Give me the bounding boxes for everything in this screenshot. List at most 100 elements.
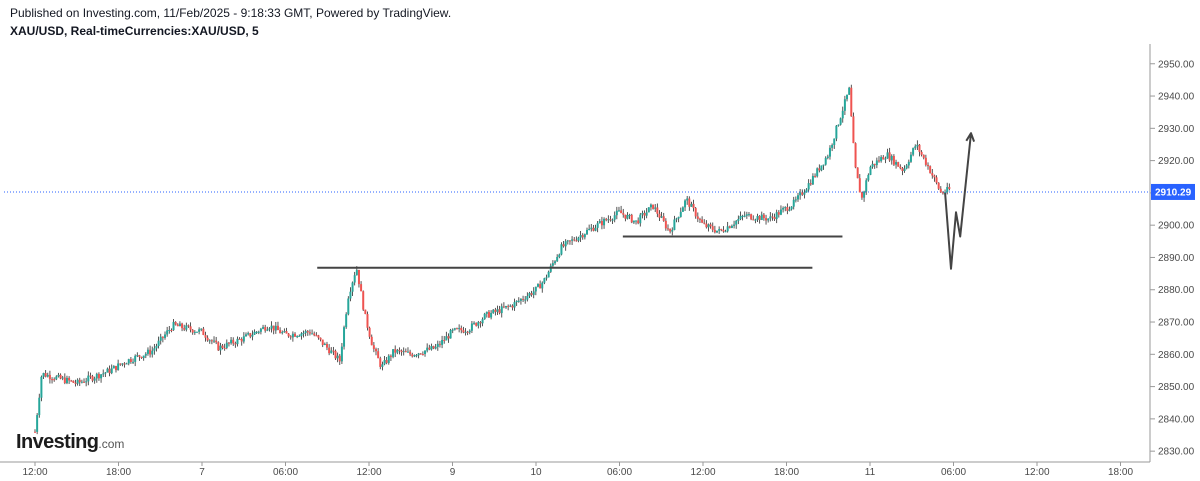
candle bbox=[234, 341, 237, 348]
candle bbox=[230, 337, 233, 345]
candle-body-up bbox=[104, 372, 107, 374]
candle bbox=[42, 372, 45, 380]
candle-body-up bbox=[671, 229, 674, 232]
candle bbox=[332, 346, 335, 356]
candle-body-down bbox=[662, 216, 665, 221]
candle-body-up bbox=[880, 157, 883, 162]
candle-body-down bbox=[922, 154, 925, 158]
candle bbox=[168, 325, 171, 334]
candle bbox=[873, 163, 876, 169]
candle-body-up bbox=[590, 227, 593, 229]
candle-body-up bbox=[168, 329, 171, 331]
candle bbox=[863, 190, 866, 202]
candle bbox=[666, 224, 669, 231]
candle bbox=[53, 377, 56, 382]
candle bbox=[741, 214, 744, 221]
last-price-badge-bg bbox=[1151, 183, 1195, 200]
candle bbox=[754, 218, 757, 224]
candle bbox=[317, 334, 320, 340]
candle bbox=[769, 212, 772, 222]
candle bbox=[443, 336, 446, 344]
candle-body-up bbox=[779, 209, 782, 215]
candle bbox=[886, 148, 889, 159]
candle bbox=[438, 340, 441, 348]
candle bbox=[522, 295, 525, 302]
candle-body-up bbox=[907, 161, 910, 166]
candle-body-down bbox=[289, 336, 292, 338]
candle-body-up bbox=[946, 186, 949, 193]
candle-body-up bbox=[684, 200, 687, 208]
candle bbox=[583, 233, 586, 240]
candle bbox=[426, 343, 429, 353]
candle-body-up bbox=[912, 148, 915, 155]
candle bbox=[649, 203, 652, 211]
candle-body-down bbox=[308, 332, 311, 334]
support-levels bbox=[317, 235, 843, 269]
last-price-label: 2910.29 bbox=[1155, 187, 1192, 198]
candle bbox=[247, 331, 250, 336]
candle bbox=[848, 86, 851, 96]
candle-body-up bbox=[519, 298, 522, 301]
candle bbox=[779, 205, 782, 216]
last-price-badge: 2910.29 bbox=[1151, 183, 1195, 200]
candle-body-up bbox=[654, 207, 657, 209]
candle bbox=[406, 347, 409, 353]
candle bbox=[381, 361, 384, 371]
candle bbox=[899, 164, 902, 170]
candle-body-down bbox=[279, 330, 282, 334]
candle-body-down bbox=[777, 212, 780, 215]
candle bbox=[903, 165, 906, 173]
candle-body-up bbox=[617, 210, 620, 212]
candle bbox=[924, 154, 927, 167]
candle bbox=[159, 333, 162, 345]
candle bbox=[208, 339, 211, 344]
candle-body-down bbox=[366, 314, 369, 328]
candle-body-up bbox=[270, 325, 273, 329]
candle bbox=[511, 304, 514, 311]
candle-body-up bbox=[483, 313, 486, 320]
candle bbox=[807, 179, 810, 192]
candle bbox=[539, 280, 542, 289]
candle-body-down bbox=[372, 345, 375, 350]
candle-body-up bbox=[402, 351, 405, 353]
candle-body-down bbox=[652, 204, 655, 209]
candle bbox=[611, 218, 614, 224]
candle-body-down bbox=[421, 354, 424, 356]
candle bbox=[686, 195, 689, 205]
candle-body-down bbox=[899, 166, 902, 169]
candle-body-down bbox=[696, 216, 699, 219]
candle-body-up bbox=[509, 305, 512, 307]
candle-body-up bbox=[178, 323, 181, 327]
candle bbox=[916, 140, 919, 150]
candle-body-up bbox=[564, 241, 567, 247]
x-tick-label: 10 bbox=[530, 467, 542, 478]
candle-body-up bbox=[607, 219, 610, 221]
y-tick-label: 2870.00 bbox=[1158, 318, 1195, 329]
candle bbox=[905, 163, 908, 170]
candle-body-down bbox=[498, 309, 501, 314]
candle bbox=[140, 356, 143, 359]
candle bbox=[291, 331, 294, 342]
candle bbox=[869, 165, 872, 176]
candle-body-down bbox=[814, 175, 817, 177]
candle-body-down bbox=[72, 380, 75, 383]
candle bbox=[313, 331, 316, 337]
candle-body-down bbox=[507, 305, 510, 307]
candle-body-up bbox=[824, 157, 827, 165]
candle bbox=[519, 298, 522, 305]
candle bbox=[104, 371, 107, 378]
candle bbox=[477, 320, 480, 329]
candle-body-up bbox=[556, 257, 559, 262]
candle bbox=[34, 429, 36, 433]
candle bbox=[909, 151, 912, 163]
x-tick-label: 06:00 bbox=[941, 467, 966, 478]
candle bbox=[65, 375, 68, 385]
candle bbox=[901, 167, 904, 176]
candle-body-up bbox=[304, 331, 307, 333]
candle-body-up bbox=[517, 300, 520, 302]
candle bbox=[803, 189, 806, 199]
candle-body-down bbox=[227, 342, 230, 344]
candle-body-down bbox=[933, 175, 936, 178]
candle-body-down bbox=[643, 213, 646, 216]
candle bbox=[799, 189, 802, 200]
